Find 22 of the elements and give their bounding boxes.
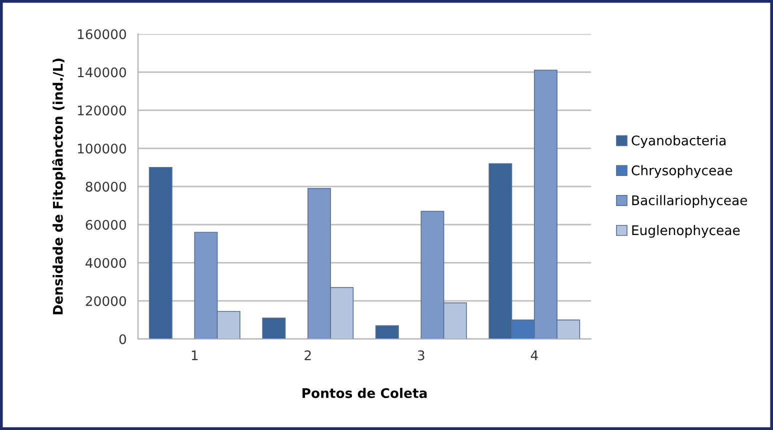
y-tick-label: 60000 [86,220,126,230]
legend-label: Euglenophyceae [632,225,740,238]
legend-label: Bacillariophyceae [632,195,748,208]
legend-label: Chrysophyceae [632,165,732,178]
y-tick-label: 0 [119,334,126,344]
x-axis-title: Pontos de Coleta [302,388,427,398]
x-tick-label: 3 [418,350,424,360]
y-axis-title: Densidade de Fitoplâncton (ind./L) [52,58,66,314]
y-tick-label: 100000 [78,144,126,154]
y-tick-label: 20000 [86,296,126,306]
bar [375,325,399,339]
legend-label: Cyanobacteria [632,135,726,148]
y-tick-label: 120000 [78,105,126,116]
x-tick-label: 4 [530,350,538,360]
x-tick-label: 1 [192,350,198,360]
x-tick-label: 2 [304,350,311,360]
y-tick-label: 40000 [86,258,126,268]
y-tick-label: 140000 [78,67,126,78]
bar [262,318,286,339]
bar [148,167,172,339]
y-tick-label: 160000 [78,29,126,40]
y-tick-label: 80000 [86,182,126,192]
